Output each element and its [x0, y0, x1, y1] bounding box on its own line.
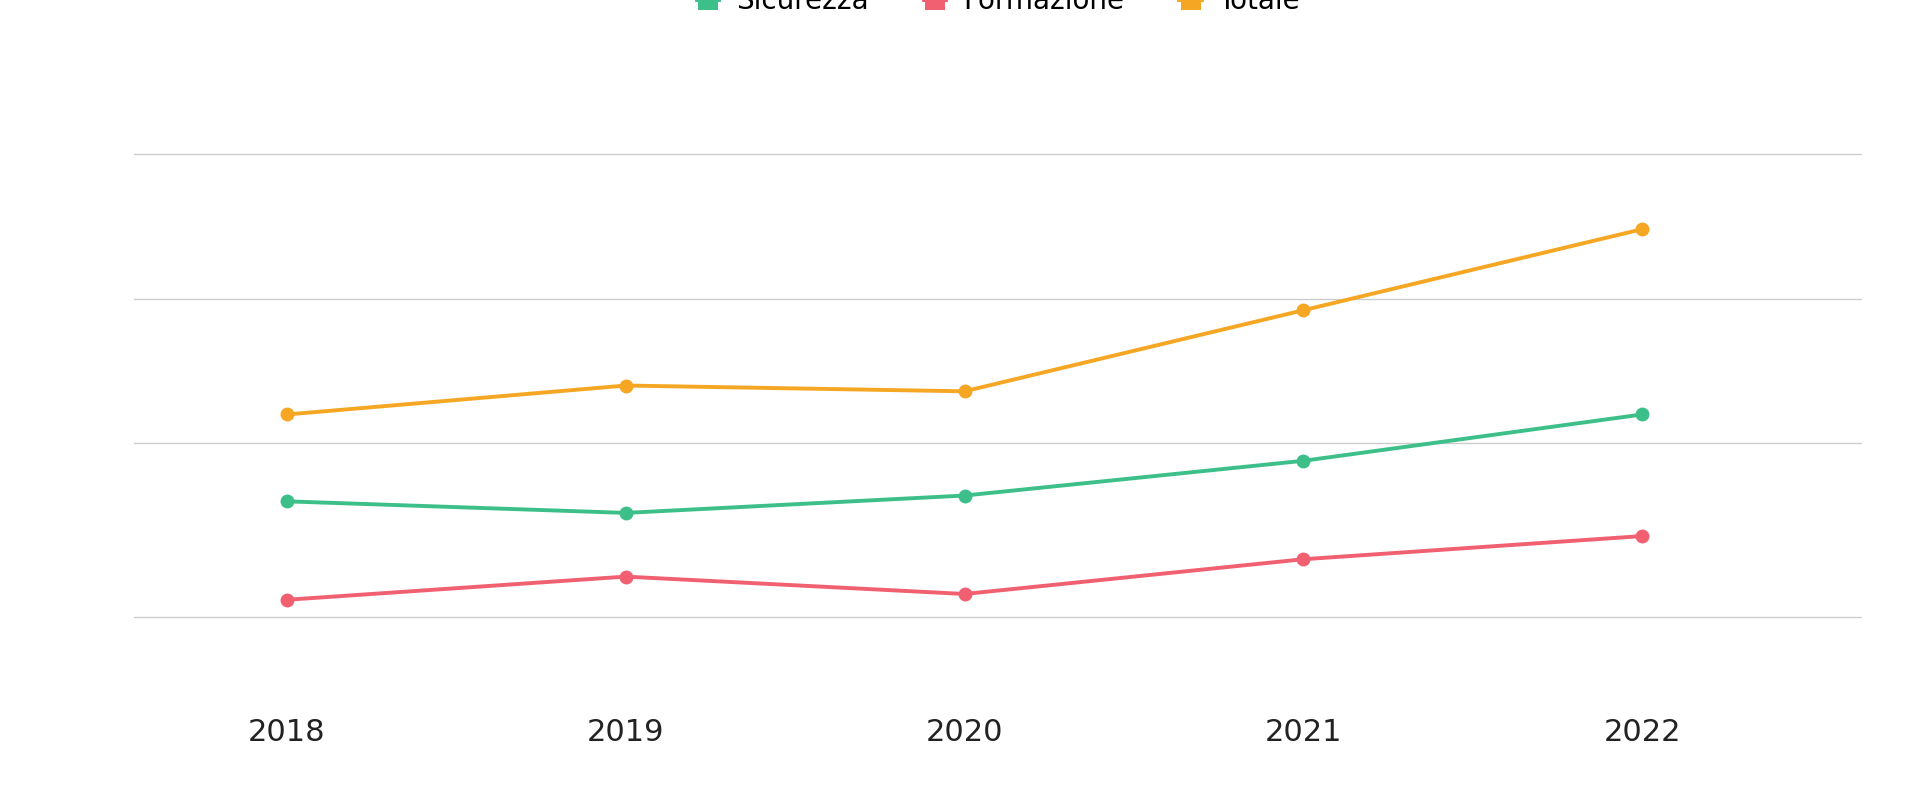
Legend: Sicurezza, Formazione, Totale: Sicurezza, Formazione, Totale — [685, 0, 1311, 26]
Text: Origine Dati: SAEF SRL Società Benefit: Origine Dati: SAEF SRL Società Benefit — [1561, 764, 1882, 782]
